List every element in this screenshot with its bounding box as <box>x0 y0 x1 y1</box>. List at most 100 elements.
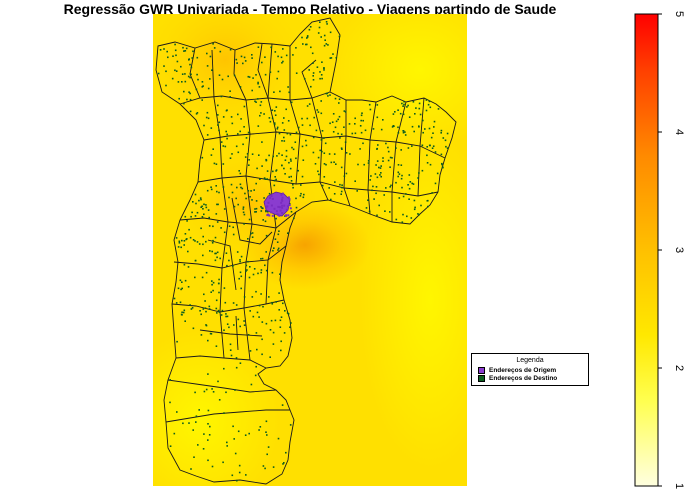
destination-point <box>250 383 253 386</box>
destination-point <box>377 144 379 146</box>
destination-point <box>317 156 320 159</box>
destination-point <box>242 206 245 208</box>
destination-point <box>212 43 214 45</box>
destination-point <box>225 252 228 254</box>
destination-point <box>278 292 280 294</box>
destination-point <box>301 175 304 178</box>
destination-point <box>254 100 256 103</box>
destination-point <box>287 86 289 88</box>
destination-point <box>198 243 201 245</box>
destination-point <box>305 139 307 142</box>
destination-point <box>338 115 341 118</box>
destination-point <box>365 207 368 209</box>
destination-point <box>188 58 190 60</box>
destination-point <box>265 234 268 237</box>
destination-point <box>376 176 379 179</box>
destination-point <box>177 287 180 290</box>
destination-point <box>354 123 356 125</box>
destination-point <box>204 307 207 309</box>
destination-point <box>385 187 387 189</box>
destination-point <box>317 32 320 34</box>
destination-point <box>266 170 269 172</box>
destination-point <box>188 228 190 231</box>
destination-point <box>281 122 284 124</box>
destination-point <box>367 162 370 164</box>
destination-point <box>189 98 192 101</box>
destination-point <box>247 238 249 240</box>
destination-point <box>241 187 244 190</box>
destination-point <box>216 190 218 193</box>
destination-point <box>231 153 233 155</box>
destination-point <box>445 145 447 148</box>
destination-point <box>295 47 297 49</box>
destination-point <box>289 424 292 426</box>
destination-point <box>229 96 231 98</box>
destination-point <box>223 412 225 414</box>
destination-point <box>382 157 384 159</box>
destination-point <box>195 88 198 91</box>
destination-point <box>247 131 250 134</box>
origin-point <box>281 198 284 201</box>
destination-point <box>189 63 191 66</box>
destination-point <box>218 74 221 76</box>
destination-point <box>285 451 287 454</box>
destination-point <box>400 177 403 180</box>
destination-point <box>234 452 237 455</box>
destination-point <box>240 275 243 278</box>
destination-point <box>251 236 254 238</box>
destination-point <box>197 444 199 446</box>
destination-point <box>202 208 204 210</box>
destination-point <box>369 108 372 111</box>
destination-point <box>335 120 338 123</box>
map-title: Regressão GWR Univariada - Tempo Relativ… <box>63 1 557 17</box>
destination-point <box>255 200 258 202</box>
destination-point <box>376 148 378 150</box>
destination-point <box>305 43 307 46</box>
destination-point <box>385 142 387 145</box>
destination-point <box>334 181 336 183</box>
destination-point <box>434 182 437 185</box>
destination-point <box>211 69 213 71</box>
destination-point <box>275 301 277 303</box>
destination-point <box>325 163 327 166</box>
destination-point <box>274 319 277 322</box>
destination-point <box>157 72 160 75</box>
destination-point <box>389 186 391 188</box>
destination-point <box>218 129 220 132</box>
destination-point <box>202 235 204 238</box>
destination-point <box>334 97 337 100</box>
destination-point <box>260 112 262 114</box>
destination-point <box>401 221 404 223</box>
destination-point <box>192 429 194 431</box>
destination-point <box>248 218 251 221</box>
destination-point <box>404 134 407 136</box>
destination-point <box>387 159 390 162</box>
origin-point <box>271 214 274 217</box>
destination-point <box>232 233 235 236</box>
destination-point <box>375 192 377 195</box>
destination-point <box>191 211 193 214</box>
destination-point <box>174 49 177 52</box>
destination-point <box>275 106 278 108</box>
destination-point <box>402 213 404 216</box>
destination-point <box>165 70 167 73</box>
destination-point <box>217 203 219 206</box>
destination-point <box>317 170 319 173</box>
destination-point <box>196 73 198 76</box>
choropleth-map <box>153 14 467 486</box>
destination-point <box>228 225 231 227</box>
destination-point <box>181 239 183 242</box>
destination-point <box>187 250 189 253</box>
destination-point <box>391 157 393 159</box>
destination-point <box>182 46 184 49</box>
destination-point <box>163 65 165 67</box>
destination-point <box>205 204 207 206</box>
origin-point <box>278 206 281 209</box>
destination-point <box>214 259 217 262</box>
destination-point <box>292 183 294 186</box>
destination-point <box>236 62 238 64</box>
destination-point <box>263 113 265 115</box>
destination-point <box>330 198 332 201</box>
destination-point <box>240 287 242 290</box>
destination-point <box>239 86 242 88</box>
